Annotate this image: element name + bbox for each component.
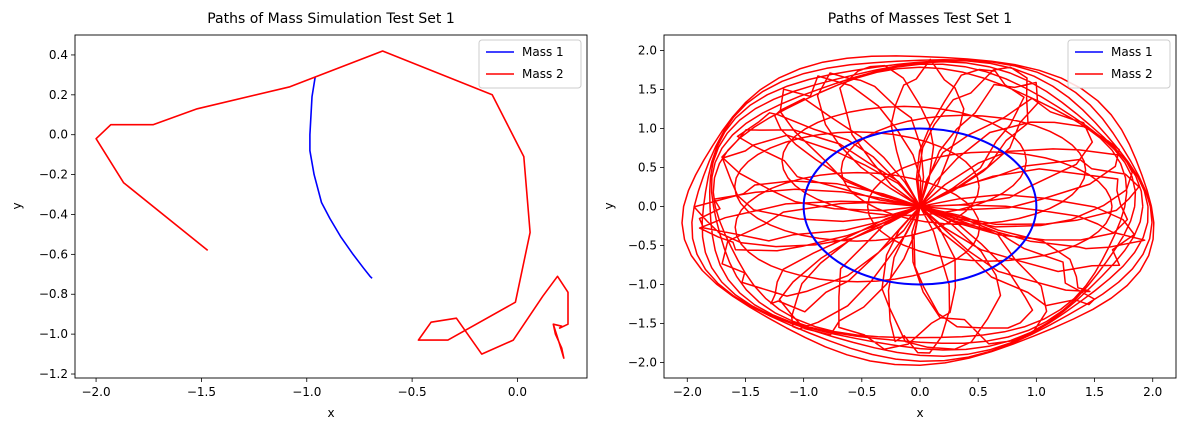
chart-1-series-mass-2	[95, 50, 569, 359]
chart-2-series-mass-2	[681, 55, 1155, 366]
chart-1-frame	[74, 34, 588, 379]
chart-1-ytick-label: −1.0	[39, 327, 68, 341]
chart-2-xtick-label: −2.0	[673, 385, 702, 399]
chart-1-ytick-label: −0.4	[39, 207, 68, 221]
chart-1-ticks: −2.0 −1.5 −1.0 −0.5 0.0 −1.2 −1.0 −0.8 −0.6 −0.4 −…	[39, 48, 527, 399]
chart-1-ytick-label: −0.8	[39, 287, 68, 301]
chart-1-ytick-label: 0.2	[49, 88, 68, 102]
chart-1-title: Paths of Mass Simulation Test Set 1	[207, 11, 455, 27]
chart-2-ytick-label: 1.0	[638, 122, 657, 136]
chart-2-xtick-label: 1.5	[1085, 385, 1104, 399]
chart-1-ytick-label: −0.6	[39, 247, 68, 261]
chart-2-xtick-label: −1.0	[789, 385, 818, 399]
chart-2-xtick-label: 2.0	[1143, 385, 1162, 399]
chart-1-xtick-label: −0.5	[398, 385, 427, 399]
chart-1-xtick-label: −1.0	[292, 385, 321, 399]
chart-2-legend: Mass 1 Mass 2	[1067, 39, 1171, 89]
chart-1-ytick-label: −0.2	[39, 168, 68, 182]
chart-2-ytick-label: −1.0	[628, 277, 657, 291]
chart-1-xlabel: x	[327, 406, 334, 420]
chart-2-ytick-label: 2.0	[638, 44, 657, 58]
chart-2-ytick-label: 1.5	[638, 83, 657, 97]
chart-1-ytick-label: 0.0	[49, 128, 68, 142]
chart-2-data	[681, 55, 1155, 366]
chart-2-ticks: −2.0 −1.5 −1.0 −0.5 0.0 0.5 1.0 1.5 2.0 −2.0 −1.5 −…	[628, 44, 1162, 399]
chart-1-xtick-label: −1.5	[187, 385, 216, 399]
chart-2-frame	[663, 34, 1177, 379]
chart-2-series-mass-1	[802, 127, 1038, 286]
chart-1-legend: Mass 1 Mass 2	[478, 39, 582, 89]
chart-1-data	[95, 50, 569, 359]
chart-1: Paths of Mass Simulation Test Set 1 −2.0…	[10, 11, 588, 420]
chart-2-ylabel: y	[602, 202, 616, 209]
chart-2-xtick-label: 0.5	[969, 385, 988, 399]
chart-1-ytick-label: 0.4	[49, 48, 68, 62]
chart-1-ylabel: y	[10, 202, 24, 209]
chart-1-series-mass-1	[309, 76, 373, 279]
chart-2-legend-label-mass-1: Mass 1	[1111, 45, 1153, 59]
chart-2-xtick-label: −0.5	[847, 385, 876, 399]
chart-2: Paths of Masses Test Set 1 −2.0 −1.5 −1.0−…	[602, 11, 1177, 420]
chart-2-xtick-label: 0.0	[910, 385, 929, 399]
chart-1-legend-label-mass-1: Mass 1	[522, 45, 564, 59]
chart-2-legend-label-mass-2: Mass 2	[1111, 67, 1153, 81]
chart-2-ytick-label: 0.0	[638, 200, 657, 214]
chart-2-xlabel: x	[916, 406, 923, 420]
chart-2-xtick-label: −1.5	[731, 385, 760, 399]
chart-2-ytick-label: 0.5	[638, 161, 657, 175]
chart-2-ytick-label: −0.5	[628, 238, 657, 252]
chart-2-ytick-label: −1.5	[628, 316, 657, 330]
chart-1-xtick-label: −2.0	[81, 385, 110, 399]
chart-2-xtick-label: 1.0	[1027, 385, 1046, 399]
chart-2-ytick-label: −2.0	[628, 355, 657, 369]
chart-1-legend-label-mass-2: Mass 2	[522, 67, 564, 81]
chart-2-title: Paths of Masses Test Set 1	[828, 11, 1012, 27]
chart-1-xtick-label: 0.0	[508, 385, 527, 399]
chart-1-ytick-label: −1.2	[39, 367, 68, 381]
